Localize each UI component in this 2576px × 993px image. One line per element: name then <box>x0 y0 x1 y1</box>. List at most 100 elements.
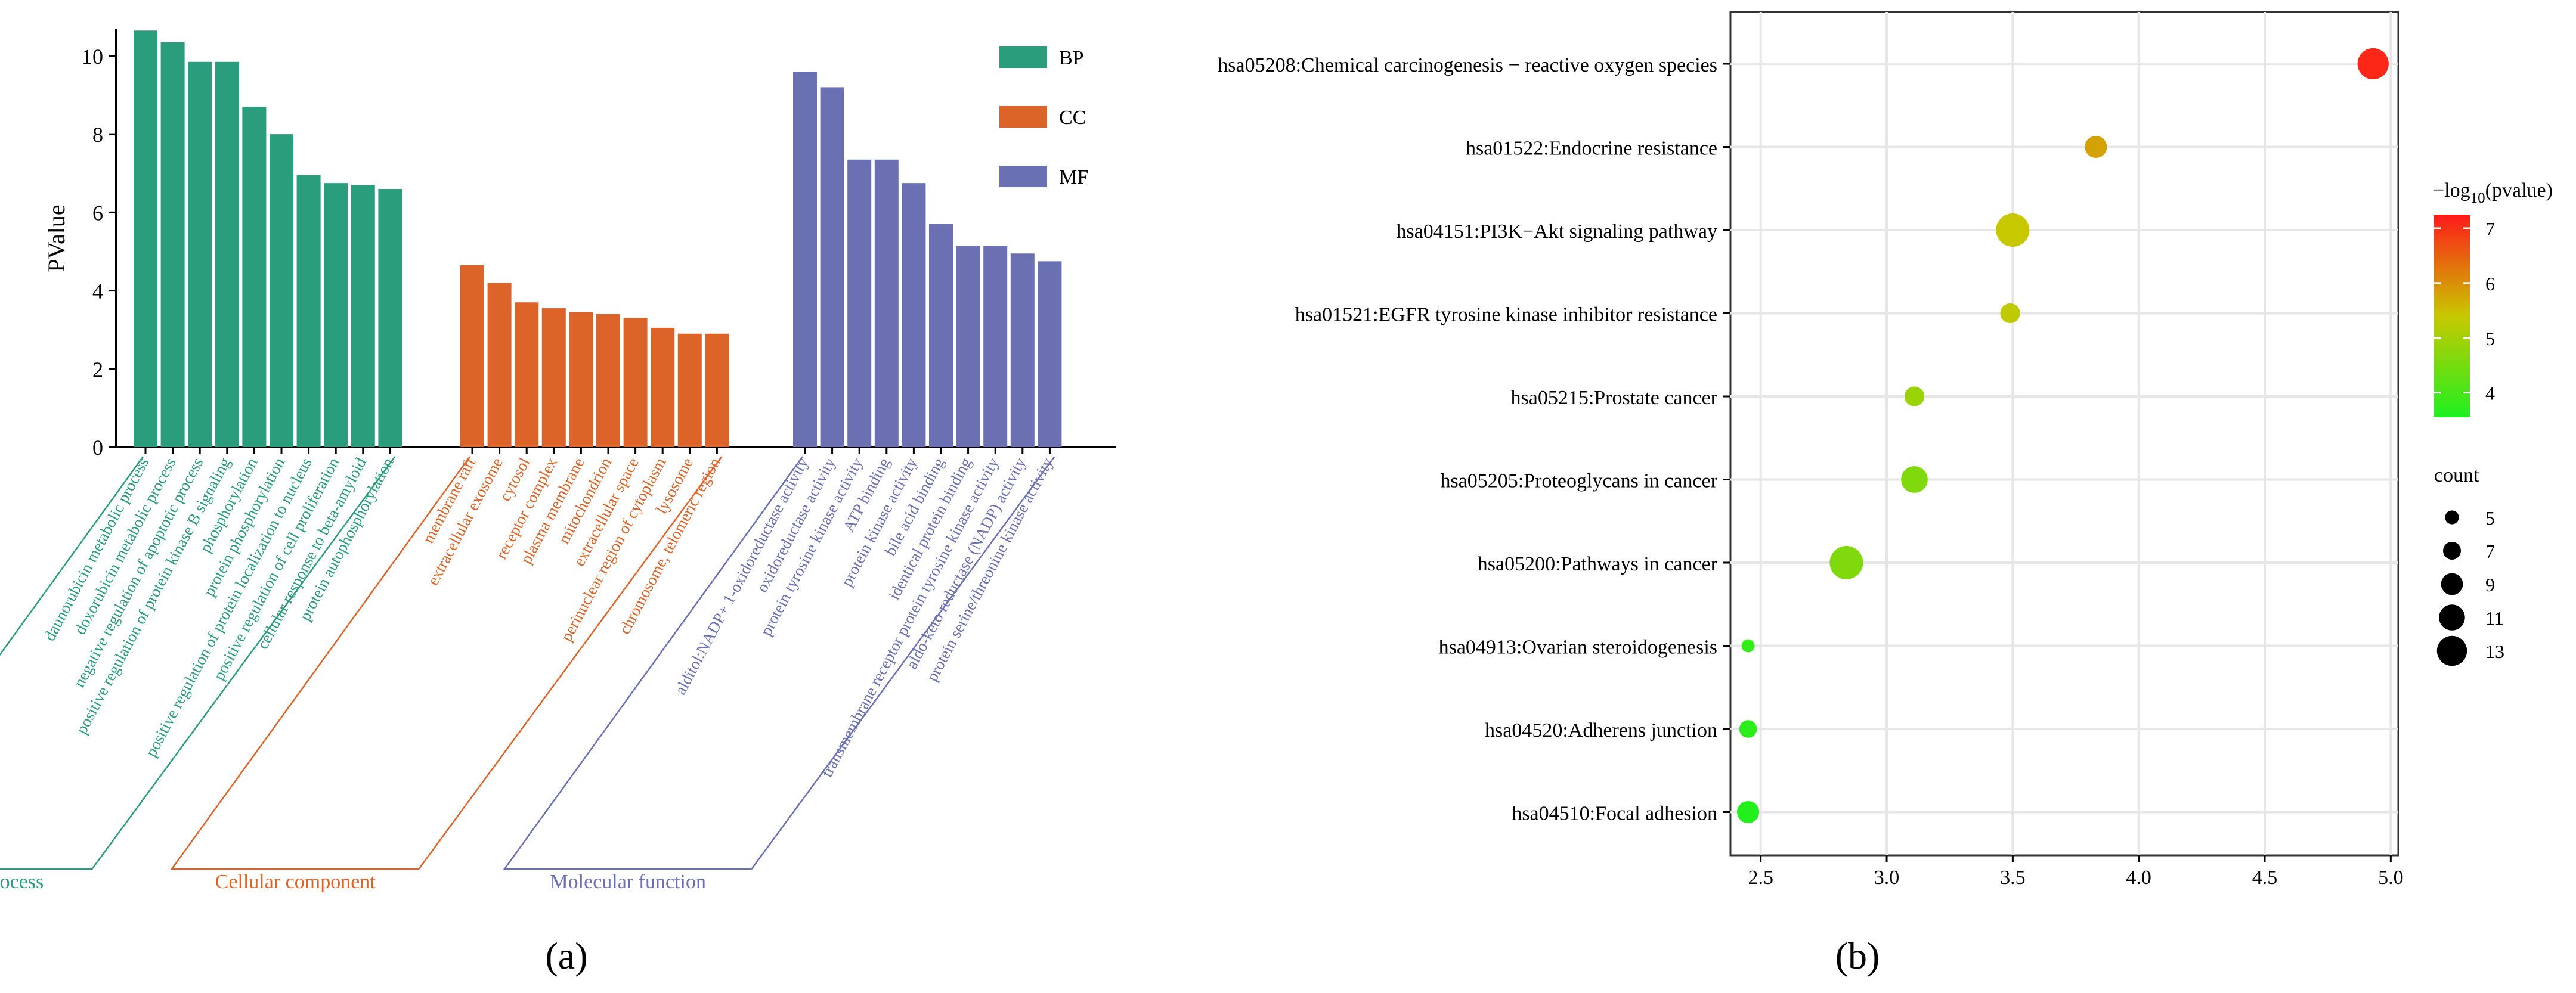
a-bar-bp <box>270 134 293 447</box>
a-legend: BP CC MF <box>999 46 1088 188</box>
a-bar-cc <box>569 312 593 447</box>
b-size-legend-title: count <box>2434 464 2479 486</box>
b-size-legend-dot <box>2443 542 2461 560</box>
b-size-legend-label: 9 <box>2485 574 2495 595</box>
b-x-tick-label: 2.5 <box>1748 867 1773 889</box>
a-y-tick-label: 4 <box>92 280 103 303</box>
a-bar-bp <box>134 30 157 447</box>
a-y-ticks: 0 2 4 6 8 10 <box>82 45 116 460</box>
a-bar-cc <box>705 333 729 447</box>
a-y-tick-label: 0 <box>92 436 103 460</box>
b-size-legend-dot <box>2445 510 2459 525</box>
b-y-tick-label: hsa01522:Endocrine resistance <box>1466 138 1717 160</box>
a-bar-cc <box>460 265 484 447</box>
b-y-tick-label: hsa04510:Focal adhesion <box>1512 803 1717 825</box>
a-bar-mf <box>874 159 899 447</box>
b-point <box>1904 386 1925 406</box>
a-bar-cc <box>487 283 512 447</box>
a-legend-label: BP <box>1059 47 1084 69</box>
a-bar-cc <box>515 302 539 447</box>
b-point <box>1741 639 1755 653</box>
b-size-legend-label: 7 <box>2485 541 2495 562</box>
b-point <box>2000 303 2020 324</box>
b-color-legend: −log10(pvalue) 7 6 5 4 <box>2433 179 2553 417</box>
a-bar-bp <box>378 188 402 447</box>
a-y-tick-label: 8 <box>92 123 103 147</box>
b-point <box>1901 466 1928 493</box>
b-y-tick-label: hsa05200:Pathways in cancer <box>1478 553 1718 575</box>
b-size-entries: 5 7 9 11 13 <box>2436 507 2504 666</box>
panel-b-dot-plot: hsa05208:Chemical carcinogenesis − react… <box>1218 11 2553 889</box>
b-size-legend-dot <box>2441 573 2463 595</box>
b-point <box>2085 135 2107 159</box>
a-bar-mf <box>1010 253 1035 447</box>
panel-label-b: (b) <box>1835 935 1880 977</box>
a-y-axis-title: PValue <box>43 204 70 272</box>
b-size-legend: count 5 7 9 11 13 <box>2434 464 2504 666</box>
panel-label-a: (a) <box>545 935 587 977</box>
b-color-ticks: 7 6 5 4 <box>2434 218 2495 404</box>
a-legend-swatch-bp <box>999 46 1047 68</box>
b-size-legend-dot <box>2439 604 2465 631</box>
b-y-tick-label: hsa01521:EGFR tyrosine kinase inhibitor … <box>1295 304 1717 326</box>
a-bar-bp <box>242 107 267 447</box>
a-bar-mf <box>820 87 844 448</box>
a-bar-mf <box>793 72 817 448</box>
a-group-name: Biological process <box>0 871 44 893</box>
b-x-tick-label: 5.0 <box>2378 867 2404 889</box>
b-plot-frame <box>1729 11 2399 857</box>
b-y-tick-label: hsa04520:Adherens junction <box>1485 719 1717 741</box>
a-bar-cc <box>677 333 702 447</box>
b-size-legend-dot <box>2436 635 2467 666</box>
b-x-ticks: 2.5 3.0 3.5 4.0 4.5 5.0 <box>1748 855 2404 889</box>
a-bars <box>134 30 1062 448</box>
b-point <box>1737 800 1760 824</box>
a-bar-mf <box>956 246 980 447</box>
b-y-tick-label: hsa04151:PI3K−Akt signaling pathway <box>1396 221 1717 243</box>
b-point <box>2357 48 2389 80</box>
b-color-tick-label: 4 <box>2485 383 2495 404</box>
a-legend-label: CC <box>1059 107 1086 129</box>
a-bar-mf <box>929 224 953 447</box>
b-size-legend-label: 11 <box>2485 607 2504 629</box>
a-group-name: Molecular function <box>550 871 706 893</box>
a-y-tick-label: 6 <box>92 201 103 225</box>
a-bar-mf <box>902 183 926 447</box>
a-y-tick-label: 2 <box>92 358 103 381</box>
b-y-tick-label: hsa05208:Chemical carcinogenesis − react… <box>1218 54 1717 76</box>
b-x-tick-label: 3.5 <box>2000 867 2026 889</box>
a-bar-cc <box>541 308 566 447</box>
a-bar-bp <box>188 61 212 447</box>
b-color-tick-label: 7 <box>2485 218 2495 240</box>
a-bar-cc <box>596 314 620 447</box>
a-bar-bp <box>296 175 321 447</box>
b-size-legend-label: 13 <box>2485 641 2504 662</box>
b-point <box>1739 720 1757 738</box>
a-group-bracket-cc <box>170 456 723 870</box>
b-x-tick-label: 4.0 <box>2126 867 2151 889</box>
a-bar-mf <box>983 246 1008 447</box>
b-color-legend-title: −log10(pvalue) <box>2433 179 2553 206</box>
a-bar-bp <box>324 183 348 447</box>
b-y-tick-label: hsa05215:Prostate cancer <box>1511 387 1718 409</box>
a-group-name: Cellular component <box>215 871 376 893</box>
b-y-tick-label: hsa05205:Proteoglycans in cancer <box>1440 470 1717 492</box>
a-x-ticks <box>144 447 1051 454</box>
a-bar-bp <box>351 185 375 447</box>
b-gridlines <box>1730 12 2398 855</box>
a-bar-mf <box>1038 261 1062 447</box>
a-group-bracket-bp <box>0 456 396 870</box>
a-legend-swatch-cc <box>999 106 1047 128</box>
b-color-tick-label: 5 <box>2485 328 2495 349</box>
b-x-tick-label: 4.5 <box>2252 867 2278 889</box>
b-size-legend-label: 5 <box>2485 507 2495 529</box>
b-y-tick-label: hsa04913:Ovarian steroidogenesis <box>1439 637 1717 659</box>
a-bar-mf <box>847 159 872 447</box>
b-point <box>1996 213 2030 247</box>
b-points <box>1737 48 2389 824</box>
a-legend-swatch-mf <box>999 166 1047 187</box>
a-bar-cc <box>651 327 675 447</box>
a-legend-label: MF <box>1059 166 1088 188</box>
a-y-tick-label: 10 <box>82 45 103 69</box>
